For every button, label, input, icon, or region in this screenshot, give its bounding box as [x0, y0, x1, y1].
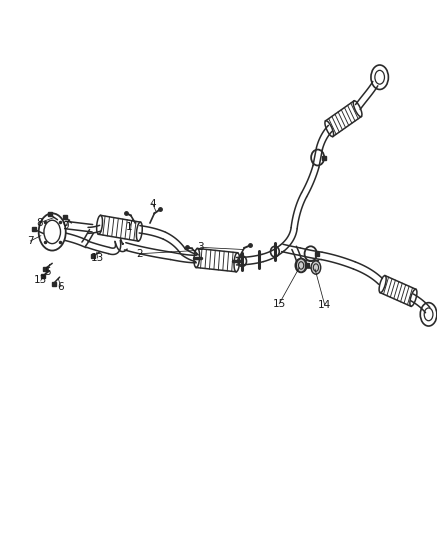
Text: 9: 9	[62, 221, 69, 231]
Text: 13: 13	[91, 253, 104, 263]
Text: 8: 8	[36, 218, 42, 228]
Text: 13: 13	[34, 276, 47, 285]
Text: 3: 3	[198, 243, 204, 252]
Ellipse shape	[296, 259, 306, 272]
Text: 4: 4	[149, 199, 156, 209]
Text: 6: 6	[58, 282, 64, 292]
Text: 2: 2	[136, 249, 143, 259]
Text: 5: 5	[45, 267, 51, 277]
Text: 7: 7	[27, 236, 34, 246]
Text: 1: 1	[126, 222, 133, 232]
Text: 15: 15	[272, 298, 286, 309]
Text: 14: 14	[318, 300, 331, 310]
Ellipse shape	[311, 261, 321, 274]
